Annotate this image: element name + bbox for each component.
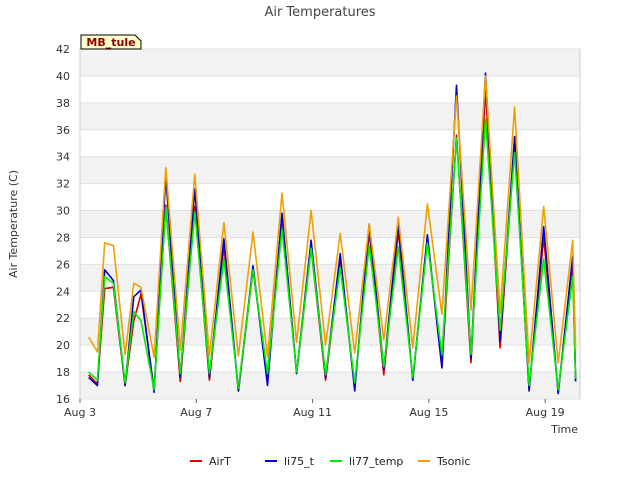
y-tick-label: 34 — [56, 151, 70, 164]
series-line-tsonic — [88, 75, 577, 364]
legend-label: Tsonic — [436, 455, 470, 468]
background-band — [80, 156, 580, 184]
y-tick-label: 18 — [56, 366, 70, 379]
y-tick-label: 38 — [56, 97, 70, 110]
y-tick-label: 24 — [56, 285, 70, 298]
y-tick-label: 42 — [56, 43, 70, 56]
x-tick-label: Aug 3 — [64, 406, 96, 419]
y-tick-label: 28 — [56, 231, 70, 244]
y-tick-label: 22 — [56, 312, 70, 325]
legend-label: li77_temp — [349, 455, 403, 468]
y-tick-label: 36 — [56, 124, 70, 137]
y-tick-label: 26 — [56, 258, 70, 271]
site-badge: MB_tule — [80, 34, 142, 50]
series-line-li77_temp — [88, 118, 577, 391]
y-tick-label: 16 — [56, 393, 70, 406]
background-band — [80, 102, 580, 130]
legend-label: li75_t — [284, 455, 315, 468]
chart-title: Air Temperatures — [264, 5, 375, 20]
legend: AirT li75_t li77_temp Tsonic — [190, 455, 470, 468]
x-axis-ticks: Aug 3 Aug 7 Aug 11 Aug 15 Aug 19 — [64, 399, 565, 419]
y-tick-label: 40 — [56, 70, 70, 83]
x-tick-label: Aug 19 — [526, 406, 565, 419]
background-band — [80, 372, 580, 399]
background-band — [80, 49, 580, 76]
y-tick-label: 32 — [56, 178, 70, 191]
y-tick-label: 30 — [56, 205, 70, 218]
x-tick-label: Aug 15 — [409, 406, 448, 419]
series-layer — [88, 72, 577, 395]
x-axis-title: Time — [550, 423, 578, 436]
x-tick-label: Aug 7 — [180, 406, 212, 419]
legend-label: AirT — [209, 455, 231, 468]
y-axis-ticks: 16 18 20 22 24 26 28 30 32 34 36 38 40 42 — [56, 43, 70, 406]
plot-background-bands — [80, 49, 580, 399]
y-tick-label: 20 — [56, 339, 70, 352]
site-badge-label: MB_tule — [86, 36, 135, 49]
y-axis-title: Air Temperature (C) — [7, 170, 20, 278]
x-tick-label: Aug 11 — [293, 406, 332, 419]
